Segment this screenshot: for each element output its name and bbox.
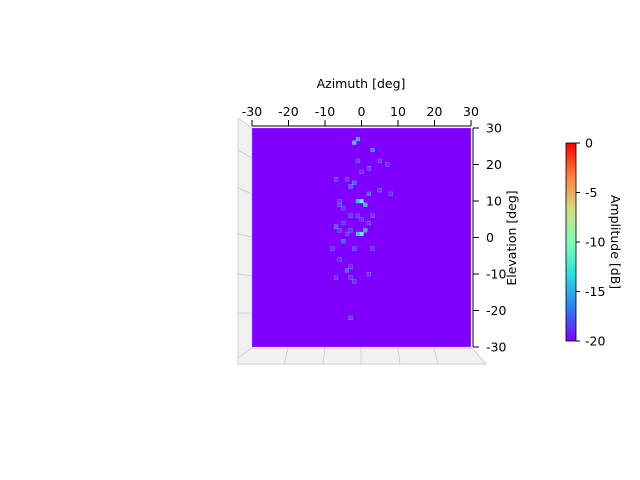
azimuth-ticks: -30 -20 -10 0 10 20 30 xyxy=(242,104,479,126)
heatmap-cell xyxy=(355,136,361,142)
heatmap-cell xyxy=(344,177,350,182)
heatmap-cell xyxy=(330,246,335,251)
heatmap-cell xyxy=(333,275,339,280)
azimuth-tick-label: 10 xyxy=(390,104,406,119)
heatmap-cell xyxy=(344,268,350,273)
heatmap-cell xyxy=(366,272,371,277)
azimuth-tick-label: -20 xyxy=(278,104,298,119)
azimuth-tick-label: 0 xyxy=(358,104,366,119)
heatmap-cell xyxy=(359,217,364,222)
colorbar-tick-label: -15 xyxy=(585,284,605,299)
heatmap-cell xyxy=(341,220,346,226)
3d-pane xyxy=(237,117,488,365)
heatmap-cell xyxy=(355,213,361,218)
heatmap-cell xyxy=(363,202,368,207)
heatmap-cell xyxy=(355,231,361,237)
elevation-tick-label: 20 xyxy=(486,157,502,172)
heatmap-cell xyxy=(359,231,364,237)
heatmap-cell xyxy=(352,180,357,185)
heatmap-cell xyxy=(370,147,375,153)
heatmap-cell xyxy=(333,224,339,229)
heatmap-cell xyxy=(348,184,353,189)
heatmap-cells xyxy=(330,136,393,320)
heatmap-cell xyxy=(348,275,353,280)
heatmap-cell xyxy=(370,213,375,218)
heatmap-plot-area xyxy=(251,127,472,348)
heatmap-cell xyxy=(370,246,375,251)
plot-frame xyxy=(251,127,472,348)
heatmap-cell xyxy=(348,315,353,320)
elevation-tick-label: 10 xyxy=(486,194,502,209)
colorbar-tick-label: -20 xyxy=(585,334,605,349)
colorbar-tick-label: -5 xyxy=(585,185,597,200)
heatmap-cell xyxy=(337,228,342,233)
heatmap-cell xyxy=(337,199,342,204)
elevation-tick-label: -30 xyxy=(486,340,506,355)
colorbar-label: Amplitude [dB] xyxy=(608,195,623,289)
heatmap-cell xyxy=(337,202,342,207)
heatmap-cell xyxy=(352,140,357,145)
heatmap-cell xyxy=(341,239,346,244)
elevation-tick-label: -10 xyxy=(486,267,506,282)
heatmap-background xyxy=(252,128,471,347)
elevation-tick-label: 0 xyxy=(486,230,494,245)
heatmap-cell xyxy=(377,158,382,164)
heatmap-cell xyxy=(333,177,339,182)
heatmap-cell xyxy=(377,188,382,193)
heatmap-cell xyxy=(359,169,364,174)
heatmap-cell xyxy=(366,220,371,226)
azimuth-axis: -30 -20 -10 0 10 20 30 Azimuth [deg] xyxy=(242,76,479,127)
heatmap-cell xyxy=(366,166,371,171)
elevation-axis-label: Elevation [deg] xyxy=(504,190,519,285)
colorbar-tick-label: 0 xyxy=(585,136,593,151)
heatmap-cell xyxy=(385,162,390,167)
colorbar-gradient xyxy=(565,142,577,342)
heatmap-cell xyxy=(355,158,361,164)
heatmap-cell xyxy=(348,213,353,218)
heatmap-cell xyxy=(388,191,393,196)
azimuth-tick-label: 30 xyxy=(463,104,479,119)
azimuth-tick-label: 20 xyxy=(427,104,443,119)
heatmap-cell xyxy=(341,206,346,211)
elevation-axis: 30 20 10 0 -10 -20 -30 Elevation [deg] xyxy=(472,121,519,355)
colorbar-tick-label: -10 xyxy=(585,235,605,250)
heatmap-cell xyxy=(355,199,361,204)
azimuth-axis-label: Azimuth [deg] xyxy=(317,76,406,91)
elevation-ticks: 30 20 10 0 -10 -20 -30 xyxy=(473,121,506,355)
heatmap-cell xyxy=(366,191,371,196)
heatmap-cell xyxy=(344,231,350,237)
heatmap-cell xyxy=(352,279,357,284)
colorbar: 0 -5 -10 -15 -20 Amplitude [dB] xyxy=(565,136,623,349)
heatmap-cell xyxy=(348,228,353,233)
azimuth-tick-label: -30 xyxy=(242,104,262,119)
colorbar-ticks: 0 -5 -10 -15 -20 xyxy=(576,136,605,349)
heatmap-cell xyxy=(363,228,368,233)
azimuth-tick-label: -10 xyxy=(315,104,335,119)
heatmap-cell xyxy=(348,264,353,269)
heatmap-cell xyxy=(337,257,342,262)
elevation-tick-label: -20 xyxy=(486,303,506,318)
heatmap-cell xyxy=(359,199,364,204)
heatmap-cell xyxy=(352,246,357,251)
elevation-tick-label: 30 xyxy=(486,121,502,136)
